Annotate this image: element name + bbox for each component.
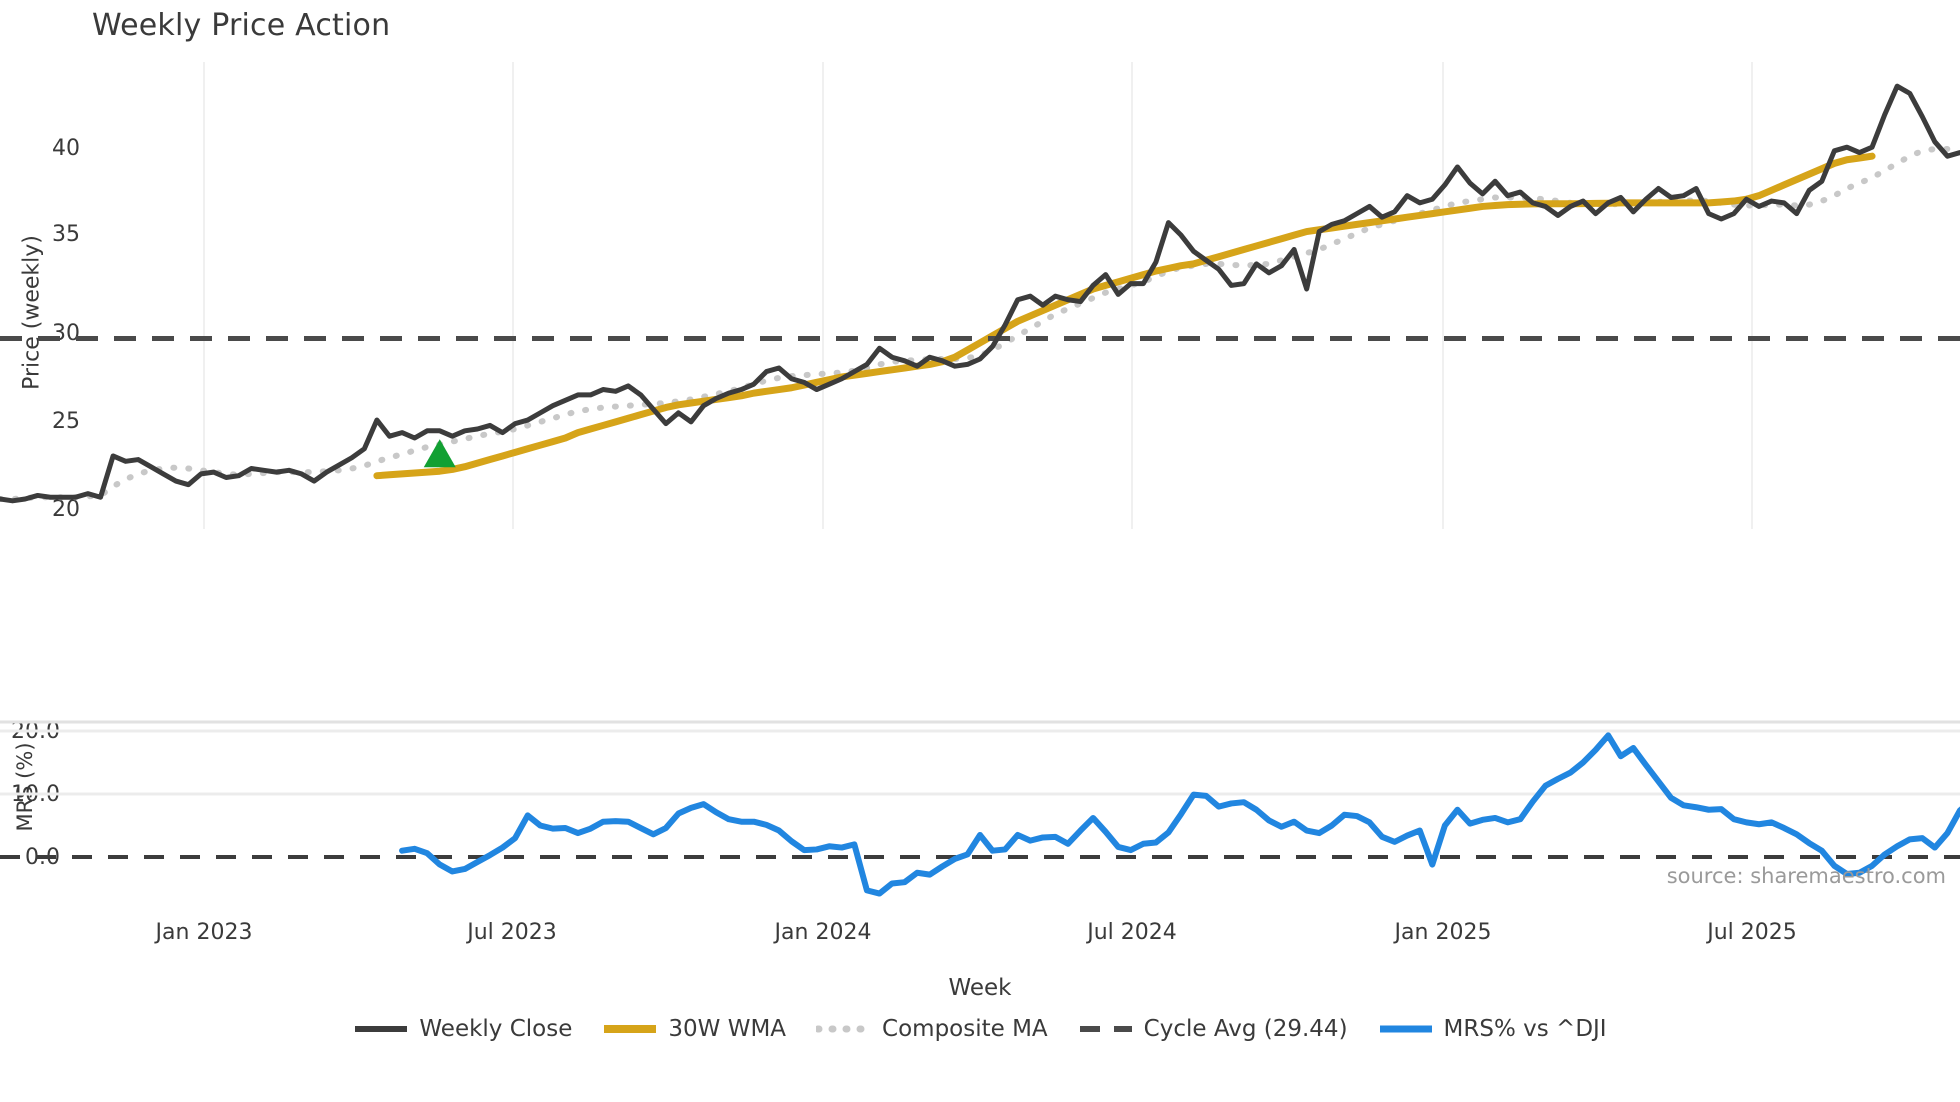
buy-signal-marker <box>423 439 456 468</box>
xtick-jan-2023: Jan 2023 <box>155 920 253 945</box>
xtick-jul-2023: Jul 2023 <box>467 920 557 945</box>
legend-item-cycle-avg[interactable]: Cycle Avg (29.44) <box>1078 1016 1348 1042</box>
xtick-jan-2024: Jan 2024 <box>774 920 872 945</box>
weekly-close-swatch-icon <box>353 1020 409 1038</box>
wma-swatch-icon <box>602 1020 658 1038</box>
legend-label-cycle-avg: Cycle Avg (29.44) <box>1143 1016 1348 1042</box>
mrs-line <box>399 732 1960 897</box>
mrs-gridlines <box>0 720 1960 796</box>
x-axis-label: Week <box>948 975 1012 1001</box>
xtick-jan-2025: Jan 2025 <box>1394 920 1492 945</box>
cycle-avg-swatch-icon <box>1078 1020 1134 1038</box>
source-note: source: sharemaestro.com <box>1666 864 1946 888</box>
legend-item-composite-ma[interactable]: Composite MA <box>816 1016 1048 1042</box>
mrs-panel-plot <box>0 720 1960 897</box>
legend-label-30w-wma: 30W WMA <box>668 1016 787 1042</box>
legend-item-mrs[interactable]: MRS% vs ^DJI <box>1378 1016 1607 1042</box>
xtick-jul-2025: Jul 2025 <box>1707 920 1797 945</box>
composite-ma-swatch-icon <box>816 1020 873 1038</box>
legend-label-composite-ma: Composite MA <box>882 1016 1048 1042</box>
legend-item-weekly-close[interactable]: Weekly Close <box>353 1016 572 1042</box>
legend-label-weekly-close: Weekly Close <box>419 1016 573 1042</box>
mrs-swatch-icon <box>1378 1020 1434 1038</box>
price-ytick-35: 35 <box>52 222 80 247</box>
legend-item-30w-wma[interactable]: 30W WMA <box>602 1016 786 1042</box>
price-ytick-30: 30 <box>52 321 80 346</box>
chart-legend: Weekly Close 30W WMA Composite MA Cycle … <box>0 1016 1960 1042</box>
price-ytick-20: 20 <box>52 497 80 522</box>
price-ytick-40: 40 <box>52 136 80 161</box>
price-ytick-25: 25 <box>52 409 80 434</box>
wma-line <box>373 152 1876 480</box>
legend-label-mrs: MRS% vs ^DJI <box>1443 1016 1607 1042</box>
xtick-jul-2024: Jul 2024 <box>1087 920 1177 945</box>
page-title: Weekly Price Action <box>92 8 391 43</box>
price-panel-plot <box>0 62 1960 529</box>
weekly-close-line <box>0 83 1960 504</box>
